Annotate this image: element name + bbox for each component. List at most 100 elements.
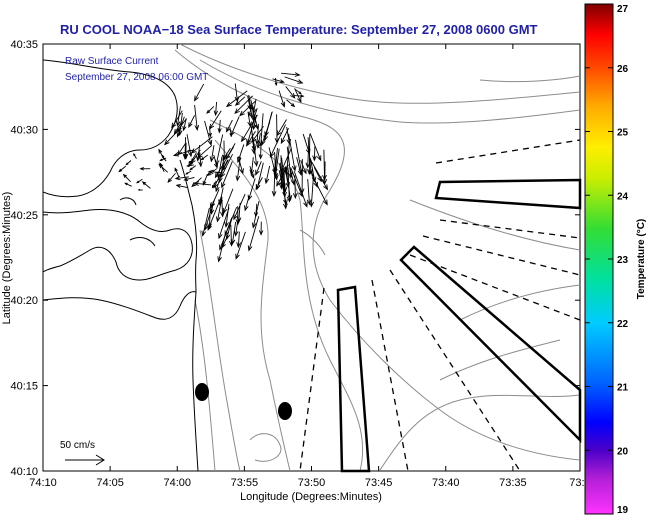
current-vector [206,106,215,114]
current-vector [273,148,280,179]
current-vector [293,171,308,208]
current-vector [279,163,285,189]
current-vector [247,178,256,201]
current-vector [254,125,260,146]
current-vector [183,142,189,160]
current-vector [294,88,302,104]
station-markers [195,383,292,420]
current-vector [235,206,241,226]
current-vector [307,137,314,176]
current-vector [183,177,195,181]
x-tick-label: 74:05 [96,477,124,489]
current-vector [194,104,200,131]
colorbar-tick-label: 27 [617,4,629,15]
current-vector [236,231,242,249]
box-east-diagonal [399,245,582,444]
current-vector [255,177,263,191]
coastline [43,59,199,471]
current-vector [288,133,297,172]
current-vector [139,167,151,171]
current-vector [312,146,317,162]
current-vector [182,118,187,132]
current-vector [271,159,277,197]
current-vector [285,86,296,99]
current-vector [198,152,203,168]
current-vector [272,78,285,84]
current-vector [174,167,180,178]
x-tick-label: 73:45 [365,477,393,489]
colorbar-tick-label: 26 [617,64,629,75]
current-vector [226,119,233,133]
colorbar-tick-label: 19 [617,505,629,516]
x-tick-label: 73:40 [432,477,460,489]
colorbar-tick-label: 20 [617,446,629,457]
x-tick-label: 74:10 [29,477,57,489]
current-vector [167,172,176,183]
current-vector [175,106,181,127]
current-vector [244,195,250,212]
current-vector [122,173,131,183]
current-vector [224,206,238,237]
current-vector [284,144,290,177]
station-marker [278,402,292,420]
colorbar-tick-label: 24 [617,191,629,202]
current-vector [215,196,223,223]
current-vector [222,188,234,214]
current-vector [159,157,167,161]
current-vector [207,197,222,231]
current-vector [237,156,244,175]
current-vector [222,148,231,161]
current-vector [302,133,311,155]
current-vector [125,160,132,166]
current-vector [136,178,143,184]
current-vector [186,134,193,158]
current-vector [233,193,246,221]
current-vector [278,90,286,108]
current-vector [188,115,195,128]
scale-arrow-icon [65,454,105,466]
current-vector [209,145,215,163]
current-vector [193,181,212,186]
current-vector [294,94,305,98]
current-vector [176,118,187,132]
current-vector [172,151,189,157]
current-vector [191,177,202,188]
current-vector [309,158,317,183]
y-tick-label: 40:30 [10,124,38,136]
current-vector [235,231,246,260]
scale-arrow-label: 50 cm/s [60,440,95,451]
sampling-boxes [336,178,582,473]
current-vector [249,157,255,176]
current-vector [210,189,220,209]
colorbar-ticks: 27 26 25 24 23 22 21 20 19 [585,3,629,516]
y-tick-label: 40:20 [10,295,38,307]
colorbar-tick-label: 23 [617,255,629,266]
map-title-text: RU COOL NOAA−18 Sea Surface Temperature:… [60,22,538,37]
current-vector [252,114,258,131]
current-vector [124,182,132,187]
current-vector [276,119,287,137]
x-axis: 74:10 74:05 74:00 73:55 73:50 73:45 73:40 73:35… [29,44,591,489]
colorbar-tick-label: 21 [617,383,629,394]
current-vector [202,174,208,186]
current-vector [247,111,252,128]
current-vector [133,152,137,159]
y-tick-label: 40:25 [10,210,38,222]
x-tick-label: 73:35 [499,477,527,489]
current-vector [229,127,233,138]
annotation-line-2: September 27, 2008 06:00 GMT [65,72,208,83]
current-vector [255,161,262,176]
current-vector [306,179,312,206]
current-vector [141,181,151,189]
current-vector [201,207,210,237]
current-vector [295,89,302,95]
current-vector [188,159,195,164]
current-vector [185,170,192,175]
current-vector [224,203,230,228]
current-vector [118,165,127,173]
current-vector [309,133,322,162]
annotation-line-1: Raw Surface Current [65,56,159,67]
plot-frame [42,43,581,472]
current-vector [274,114,280,144]
current-vector [218,207,230,240]
